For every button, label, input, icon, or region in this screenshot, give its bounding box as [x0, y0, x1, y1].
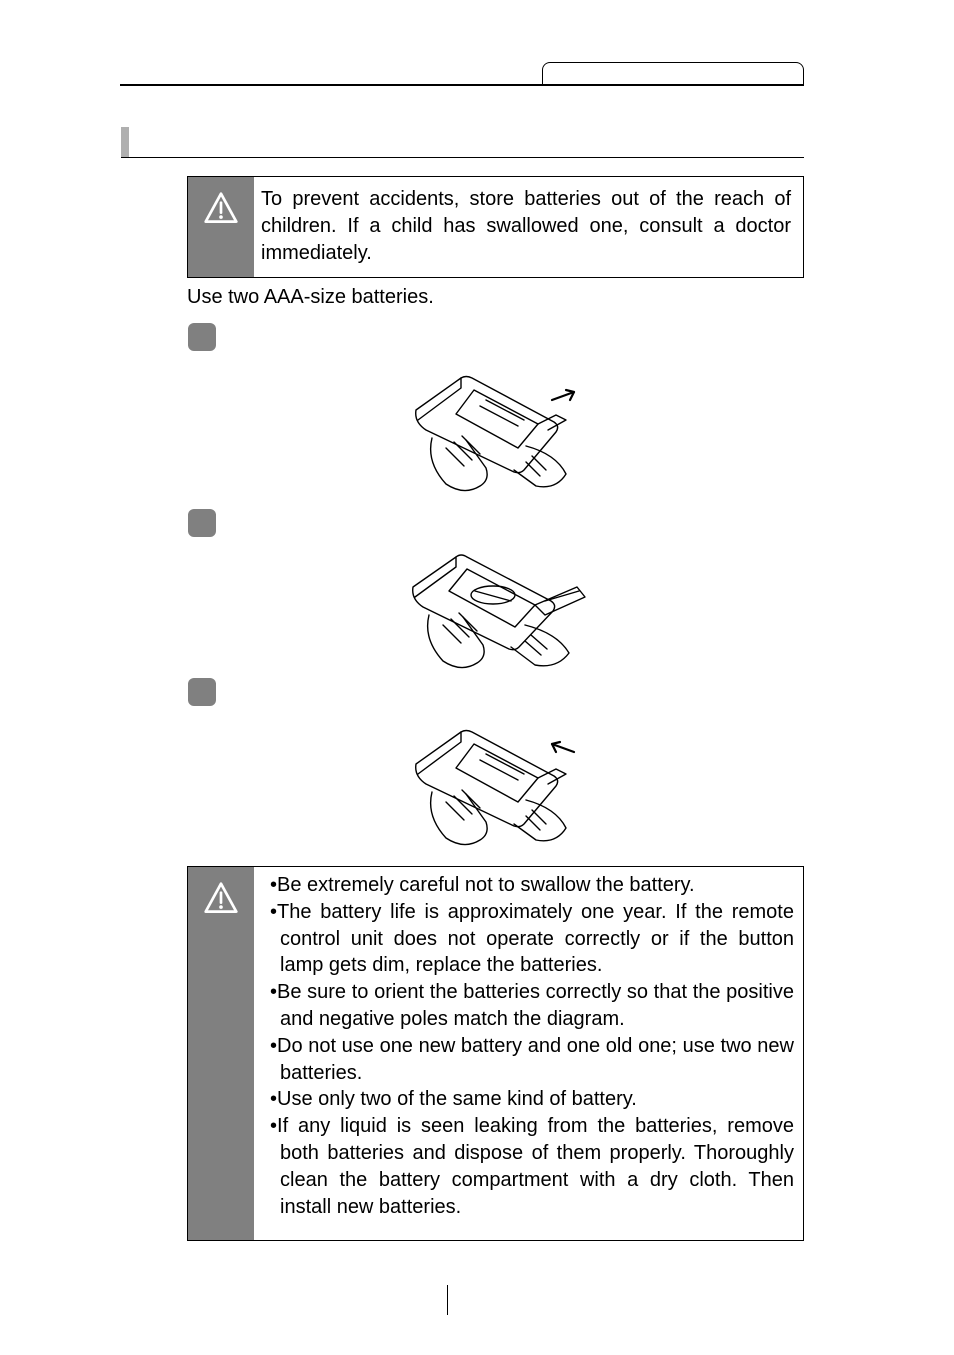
bullet-3: •Be sure to orient the batteries correct… — [270, 979, 794, 1033]
footer-tick — [447, 1285, 448, 1315]
bullet-text: Do not use one new battery and one old o… — [277, 1035, 794, 1084]
caution-bullets: •Be extremely careful not to swallow the… — [270, 872, 794, 1220]
intro-text: Use two AAA-size batteries. — [187, 286, 434, 309]
illustration-insert-batteries — [401, 547, 595, 673]
warning-icon — [203, 191, 239, 227]
step-box-3 — [188, 678, 216, 706]
caution-grey-panel — [188, 867, 254, 1240]
illustration-remove-cover — [406, 370, 592, 496]
bullet-text: Be extremely careful not to swallow the … — [277, 874, 695, 896]
header-tab — [542, 62, 804, 86]
page: To prevent accidents, store batteries ou… — [0, 0, 954, 1355]
warning-grey-panel — [188, 177, 254, 277]
bullet-text: Be sure to orient the batteries correctl… — [277, 981, 794, 1030]
bullet-1: •Be extremely careful not to swallow the… — [270, 872, 794, 899]
illustration-close-cover — [406, 724, 592, 850]
section-rule — [121, 157, 804, 158]
step-box-2 — [188, 509, 216, 537]
bullet-text: Use only two of the same kind of battery… — [277, 1088, 637, 1110]
bullet-text: The battery life is approximately one ye… — [277, 901, 794, 977]
step-box-1 — [188, 323, 216, 351]
bullet-text: If any liquid is seen leaking from the b… — [277, 1115, 794, 1217]
bullet-5: •Use only two of the same kind of batter… — [270, 1086, 794, 1113]
warning-text: To prevent accidents, store batteries ou… — [261, 186, 791, 267]
bullet-6: •If any liquid is seen leaking from the … — [270, 1113, 794, 1220]
bullet-2: •The battery life is approximately one y… — [270, 899, 794, 979]
warning-icon — [203, 881, 239, 917]
bullet-4: •Do not use one new battery and one old … — [270, 1033, 794, 1087]
section-marker — [121, 127, 129, 157]
header-rule — [120, 84, 804, 86]
